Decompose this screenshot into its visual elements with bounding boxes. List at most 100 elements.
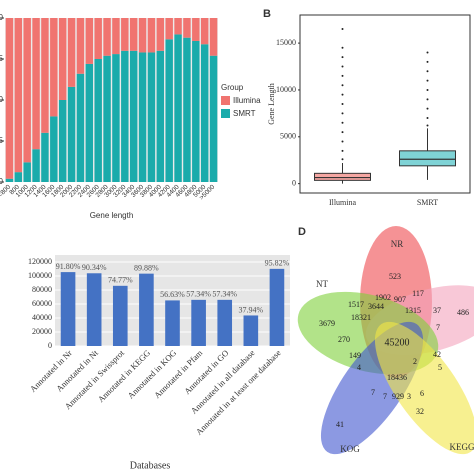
bar-segment — [103, 55, 111, 182]
region-count: 1315 — [405, 306, 421, 315]
bar-segment — [156, 18, 165, 51]
bar-segment — [138, 52, 147, 182]
box — [314, 172, 371, 181]
x-tick-label: Illumina — [329, 198, 357, 207]
y-tick-label: 100000 — [28, 271, 52, 280]
bar-segment — [209, 18, 218, 56]
bar-segment — [129, 18, 138, 51]
bar-annotation: 90.34% — [82, 263, 107, 272]
outlier — [341, 93, 344, 96]
outlier — [341, 84, 344, 87]
bar — [243, 315, 259, 346]
box — [399, 150, 456, 167]
outlier — [341, 56, 344, 59]
legend-title: Group — [221, 83, 244, 92]
bar-segment — [121, 50, 129, 182]
y-tick-label: 60000 — [32, 299, 52, 308]
y-axis-label: Gene Length — [267, 83, 276, 125]
bar-annotation: 37.94% — [238, 305, 263, 314]
bar-segment — [156, 50, 165, 182]
region-count: 42 — [433, 350, 441, 359]
bar-segment — [174, 18, 182, 35]
bar-segment — [14, 172, 23, 182]
outlier — [341, 46, 344, 49]
bar — [86, 273, 102, 346]
bar-segment — [147, 18, 156, 53]
bar-segment — [85, 18, 94, 64]
bar-segment — [32, 149, 40, 182]
bar-segment — [147, 52, 156, 182]
bar-annotation: 89.88% — [134, 263, 159, 272]
bar-segment — [165, 39, 173, 182]
region-count: 486 — [457, 308, 469, 317]
bar-segment — [94, 59, 102, 182]
bar — [217, 299, 233, 346]
set-label: KEGG — [450, 442, 474, 452]
y-tick-label: 120000 — [28, 257, 52, 266]
region-count: 18321 — [351, 313, 371, 322]
region-count: 929 — [392, 392, 404, 401]
region-count: 7 — [383, 392, 387, 401]
bar-segment — [5, 178, 14, 182]
region-count: 5 — [438, 363, 442, 372]
y-tick-label: 10000 — [276, 85, 296, 94]
bar-segment — [129, 50, 138, 182]
bar-segment — [192, 18, 200, 41]
outlier — [426, 51, 429, 54]
region-count: 7 — [371, 388, 375, 397]
bar-segment — [5, 18, 14, 179]
outlier — [426, 88, 429, 91]
bar-segment — [67, 86, 76, 182]
x-tick-label: SMRT — [417, 198, 438, 207]
y-tick-label: 5000 — [280, 132, 296, 141]
bar-segment — [94, 18, 102, 59]
region-count: 3679 — [319, 319, 335, 328]
outlier — [426, 107, 429, 110]
outlier — [426, 60, 429, 63]
bar-segment — [121, 18, 129, 51]
outlier — [341, 140, 344, 143]
venn-set — [374, 321, 474, 455]
region-count: 3 — [407, 392, 411, 401]
set-label: NT — [316, 279, 328, 289]
outlier — [341, 149, 344, 152]
region-count: 270 — [338, 335, 350, 344]
outlier — [341, 158, 344, 161]
set-label: KOG — [340, 444, 360, 454]
bar — [60, 272, 76, 346]
bar-segment — [58, 100, 67, 182]
y-tick-label: 20000 — [32, 327, 52, 336]
region-count: 1902 — [375, 293, 391, 302]
outlier — [341, 74, 344, 77]
bar-segment — [209, 55, 218, 182]
bar-segment — [32, 18, 40, 150]
bar-annotation: 57.34% — [212, 290, 237, 299]
y-tick-label: 0 — [292, 178, 296, 187]
region-count: 41 — [336, 420, 344, 429]
bar-annotation: 95.82% — [265, 259, 290, 268]
region-count: 523 — [389, 272, 401, 281]
panel-label: D — [298, 226, 306, 238]
bar-segment — [76, 18, 85, 74]
y-tick-label: 0 — [48, 341, 52, 350]
legend-swatch — [221, 96, 230, 105]
outlier — [426, 124, 429, 127]
bar — [165, 300, 180, 346]
outlier — [426, 98, 429, 101]
bar-segment — [67, 18, 76, 87]
legend-label: SMRT — [233, 109, 256, 118]
bar-segment — [200, 44, 209, 182]
bar-segment — [50, 116, 58, 182]
bar-segment — [76, 73, 85, 182]
bar-segment — [103, 18, 111, 56]
region-count: 2 — [413, 357, 417, 366]
bar — [139, 273, 154, 346]
plot-frame — [299, 14, 471, 194]
bar-segment — [192, 40, 200, 183]
bar-segment — [138, 18, 147, 53]
region-count: 3644 — [368, 302, 384, 311]
region-count: 4 — [357, 363, 361, 372]
bar-segment — [112, 18, 120, 55]
outlier — [341, 65, 344, 68]
outlier — [341, 121, 344, 124]
